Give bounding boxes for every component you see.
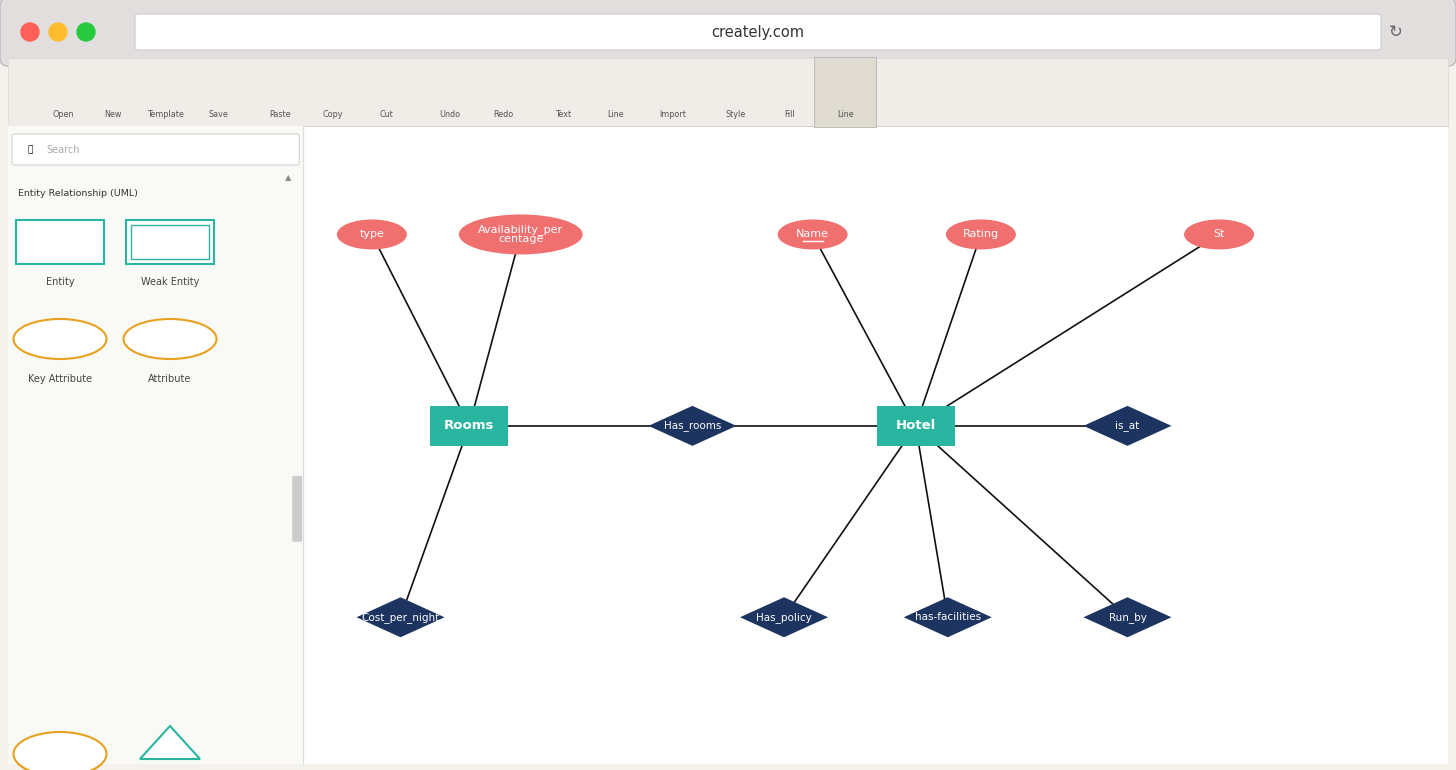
FancyBboxPatch shape <box>131 225 210 259</box>
Text: Paste: Paste <box>269 110 291 119</box>
Text: Hotel: Hotel <box>895 420 936 433</box>
FancyBboxPatch shape <box>16 220 103 264</box>
FancyBboxPatch shape <box>814 57 877 127</box>
Polygon shape <box>904 598 992 638</box>
Polygon shape <box>140 726 199 759</box>
Ellipse shape <box>13 319 106 359</box>
Text: Attribute: Attribute <box>149 374 192 384</box>
Text: type: type <box>360 229 384 239</box>
Polygon shape <box>1083 598 1172 638</box>
Text: is_at: is_at <box>1115 420 1140 431</box>
FancyBboxPatch shape <box>131 225 210 259</box>
Text: has-facilities: has-facilities <box>914 612 981 622</box>
FancyBboxPatch shape <box>127 220 214 264</box>
Text: Style: Style <box>727 110 745 119</box>
FancyBboxPatch shape <box>7 126 303 764</box>
Text: St: St <box>1213 229 1224 239</box>
FancyBboxPatch shape <box>7 58 1449 126</box>
Text: Entity Relationship (UML): Entity Relationship (UML) <box>17 189 138 197</box>
Text: Rating: Rating <box>962 229 999 239</box>
Text: Name: Name <box>796 229 828 239</box>
Ellipse shape <box>13 732 106 770</box>
Text: Availability_per: Availability_per <box>478 225 563 236</box>
Text: Weak Entity: Weak Entity <box>141 277 199 287</box>
Text: ↻: ↻ <box>1389 23 1404 41</box>
Text: Open: Open <box>52 110 74 119</box>
Text: Import: Import <box>660 110 686 119</box>
Text: Has_policy: Has_policy <box>756 612 812 623</box>
Ellipse shape <box>336 219 406 249</box>
Text: Line: Line <box>837 110 855 119</box>
Ellipse shape <box>946 219 1016 249</box>
Text: Template: Template <box>147 110 185 119</box>
Polygon shape <box>357 598 444 638</box>
Ellipse shape <box>778 219 847 249</box>
FancyBboxPatch shape <box>293 476 303 542</box>
Text: Search: Search <box>47 145 80 155</box>
Text: ▲: ▲ <box>285 173 291 182</box>
Text: Undo: Undo <box>440 110 460 119</box>
FancyBboxPatch shape <box>12 134 298 165</box>
FancyBboxPatch shape <box>16 220 103 264</box>
Text: Entity: Entity <box>45 277 74 287</box>
Text: creately.com: creately.com <box>712 25 805 39</box>
Text: Has_rooms: Has_rooms <box>664 420 721 431</box>
Text: Weak Entity: Weak Entity <box>141 277 199 287</box>
Polygon shape <box>740 598 828 638</box>
Circle shape <box>20 23 39 41</box>
Text: Redo: Redo <box>494 110 513 119</box>
Text: ▲: ▲ <box>285 173 291 182</box>
Text: Cut: Cut <box>379 110 393 119</box>
Polygon shape <box>140 726 199 759</box>
Ellipse shape <box>1184 219 1254 249</box>
Ellipse shape <box>124 319 217 359</box>
Text: Search: Search <box>47 145 80 155</box>
FancyBboxPatch shape <box>135 14 1380 50</box>
Text: Line: Line <box>607 110 625 119</box>
FancyBboxPatch shape <box>127 220 214 264</box>
Ellipse shape <box>124 319 217 359</box>
Text: Entity Relationship (UML): Entity Relationship (UML) <box>17 189 138 197</box>
Circle shape <box>50 23 67 41</box>
Text: Cost_per_night: Cost_per_night <box>361 612 440 623</box>
Text: Key Attribute: Key Attribute <box>28 374 92 384</box>
FancyBboxPatch shape <box>12 134 298 165</box>
Text: Copy: Copy <box>323 110 344 119</box>
Text: Attribute: Attribute <box>149 374 192 384</box>
Text: 🔍: 🔍 <box>28 145 33 154</box>
Text: New: New <box>105 110 122 119</box>
Text: 🔍: 🔍 <box>28 145 33 154</box>
FancyBboxPatch shape <box>430 406 508 446</box>
Polygon shape <box>1083 406 1172 446</box>
Ellipse shape <box>13 732 106 770</box>
Ellipse shape <box>459 215 582 254</box>
FancyBboxPatch shape <box>0 0 1456 66</box>
FancyBboxPatch shape <box>877 406 955 446</box>
Text: Save: Save <box>208 110 229 119</box>
FancyBboxPatch shape <box>303 126 1449 764</box>
Text: Text: Text <box>555 110 571 119</box>
Text: Rooms: Rooms <box>444 420 495 433</box>
Circle shape <box>77 23 95 41</box>
FancyBboxPatch shape <box>7 126 303 764</box>
Text: centage: centage <box>498 234 543 244</box>
Text: Entity: Entity <box>45 277 74 287</box>
Polygon shape <box>648 406 737 446</box>
Text: Key Attribute: Key Attribute <box>28 374 92 384</box>
Text: Fill: Fill <box>785 110 795 119</box>
Ellipse shape <box>13 319 106 359</box>
Text: Run_by: Run_by <box>1108 612 1146 623</box>
